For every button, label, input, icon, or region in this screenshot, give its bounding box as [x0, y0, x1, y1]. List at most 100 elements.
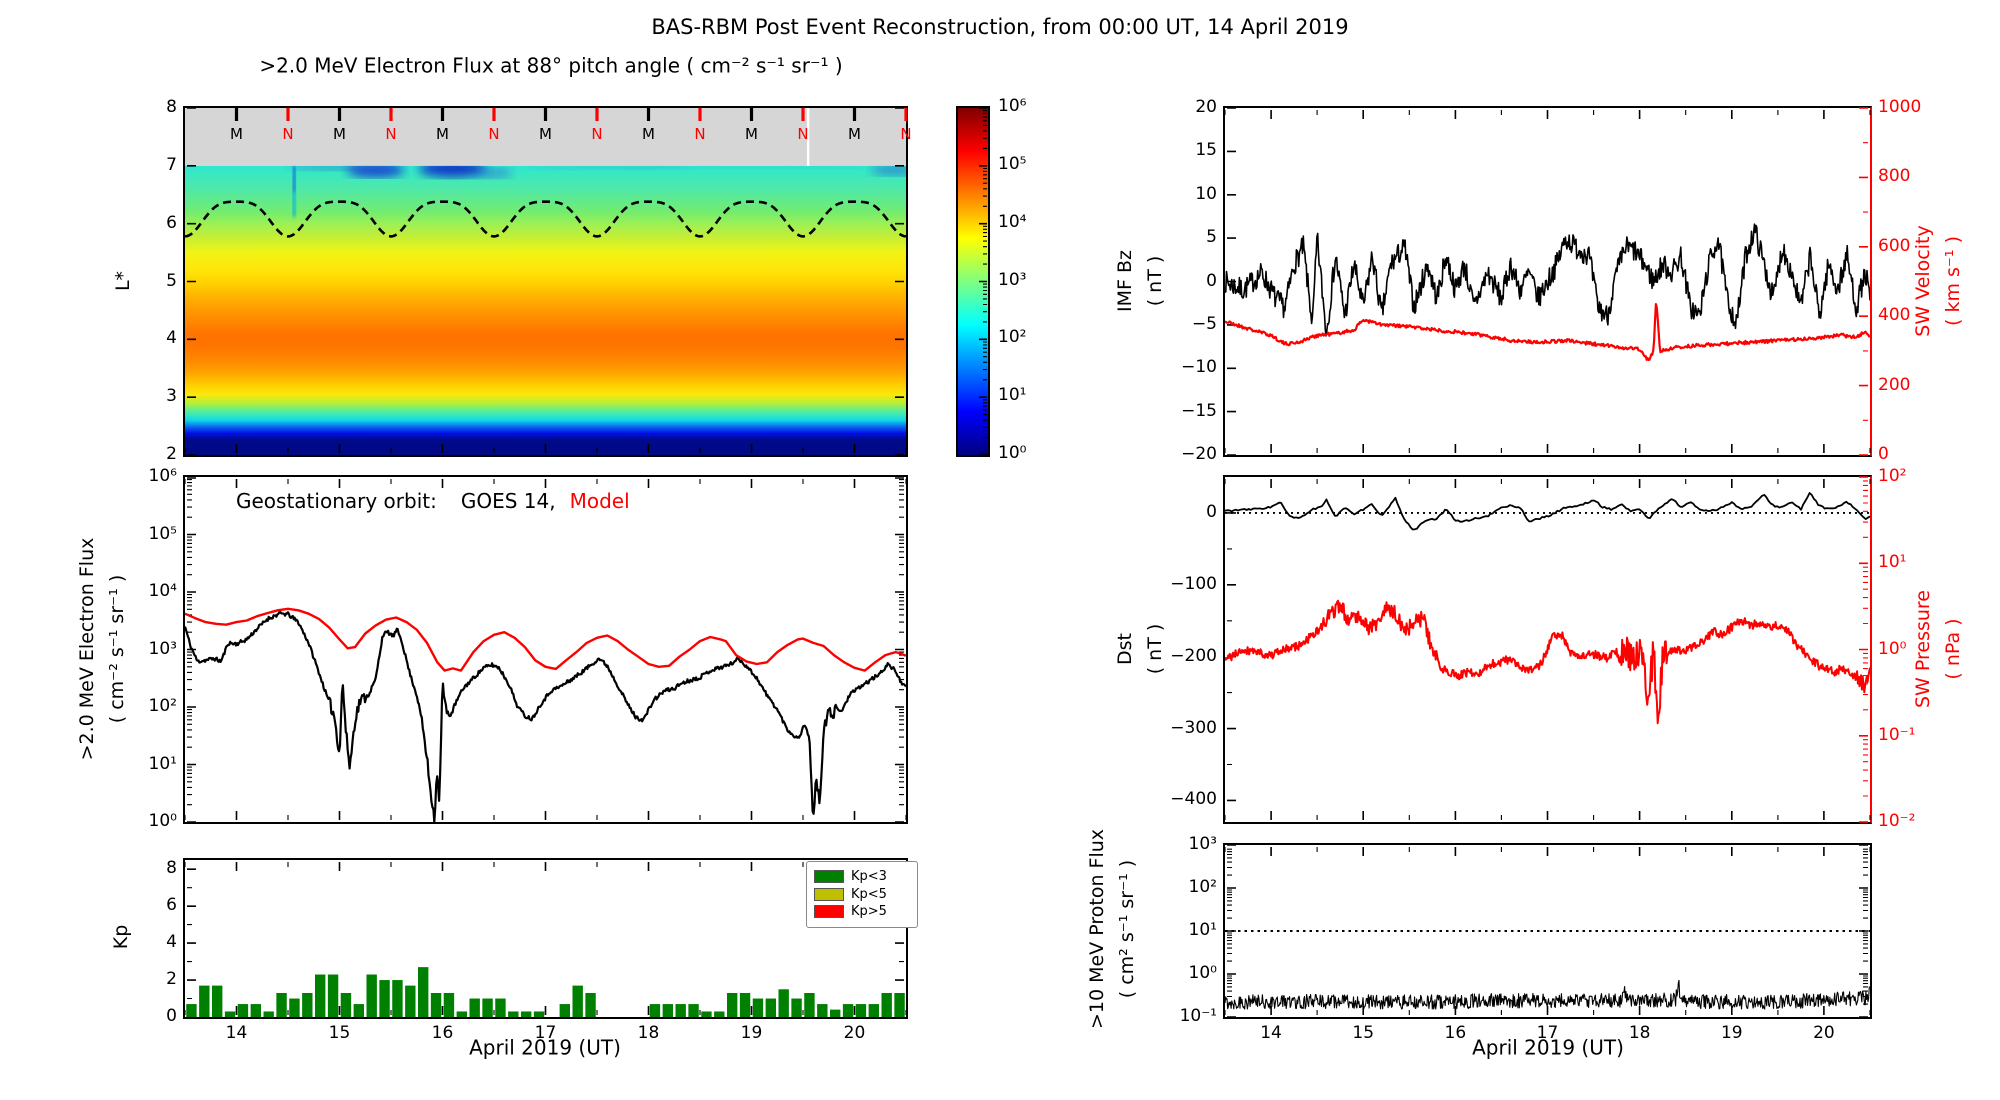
xtick-right: 17: [1536, 1023, 1559, 1043]
xtick-left: 16: [431, 1023, 454, 1043]
sw-velocity-label-line2: ( km s⁻¹ ): [1942, 236, 1965, 326]
mn-label-M: M: [848, 125, 861, 143]
xtick-right: 15: [1352, 1023, 1375, 1043]
mn-label-N: N: [282, 125, 294, 143]
proton-ytick: 10⁰: [1188, 963, 1217, 983]
colorbar-tick: 10⁵: [998, 153, 1027, 174]
proton-ytick: 10⁻¹: [1179, 1006, 1217, 1026]
xtick-left: 14: [225, 1023, 248, 1043]
annotation-model: Model: [569, 489, 630, 513]
mn-label-N: N: [694, 125, 706, 143]
xtick-right: 16: [1444, 1023, 1467, 1043]
proton-ylabel-line1: >10 MeV Proton Flux: [1086, 828, 1109, 1030]
kp-legend: Kp<3 Kp<5 Kp>5: [806, 861, 918, 928]
kp-ytick: 8: [166, 858, 177, 879]
imf-ytick: −5: [1191, 313, 1217, 334]
proton-flux-panel: [1223, 843, 1872, 1019]
xtick-left: 15: [328, 1023, 351, 1043]
kp-ytick: 2: [166, 969, 177, 990]
sw-pressure-tick: 10²: [1878, 466, 1907, 486]
flux-ytick: 10⁰: [148, 811, 177, 831]
annotation-observed: GOES 14,: [460, 489, 556, 513]
mn-label-M: M: [230, 125, 243, 143]
spectrogram-title: >2.0 MeV Electron Flux at 88° pitch angl…: [259, 53, 843, 78]
sw-pressure-tick: 10¹: [1878, 552, 1907, 573]
dst-ytick: −300: [1170, 717, 1217, 738]
dst-sw-pressure-panel: [1223, 475, 1872, 824]
imf-ytick: 5: [1206, 227, 1217, 248]
figure-title: BAS-RBM Post Event Reconstruction, from …: [651, 14, 1349, 39]
legend-label: Kp<3: [851, 869, 887, 884]
electron-flux-panel: [183, 475, 908, 824]
kp-ytick: 6: [166, 895, 177, 916]
xtick-left: 17: [534, 1023, 557, 1043]
colorbar-tick: 10⁴: [998, 211, 1027, 232]
dst-ytick: −200: [1170, 645, 1217, 666]
legend-item-kp-gt5: Kp>5: [814, 904, 910, 920]
spectrogram-heatmap: [185, 165, 906, 455]
imf-ytick: −20: [1181, 444, 1217, 464]
imf-sw-velocity-panel: [1223, 106, 1872, 457]
legend-item-kp-lt3: Kp<3: [814, 869, 910, 885]
dst-ytick: 0: [1206, 501, 1217, 522]
imf-ytick: 0: [1206, 270, 1217, 291]
xlabel-right: April 2019 (UT): [1472, 1035, 1624, 1060]
kp-ytick: 4: [166, 932, 177, 953]
spec-ytick: 7: [166, 154, 177, 175]
legend-label: Kp<5: [851, 886, 887, 902]
dst-ytick: −400: [1170, 789, 1217, 810]
xlabel-left: April 2019 (UT): [469, 1035, 621, 1060]
flux-ytick: 10²: [148, 696, 177, 716]
proton-ylabel-line2: ( cm² s⁻¹ sr⁻¹ ): [1116, 859, 1139, 999]
legend-label: Kp>5: [851, 904, 887, 920]
sw-velocity-tick: 0: [1878, 444, 1889, 464]
spec-ytick: 6: [166, 212, 177, 233]
sw-velocity-tick: 1000: [1878, 97, 1922, 117]
mn-label-N: N: [591, 125, 603, 143]
dst-ytick: −100: [1170, 573, 1217, 594]
xtick-left: 20: [843, 1023, 866, 1043]
mn-label-M: M: [333, 125, 346, 143]
xtick-right: 19: [1720, 1023, 1743, 1043]
xtick-right: 20: [1813, 1023, 1835, 1043]
flux-ytick: 10³: [148, 638, 177, 659]
spec-ytick: 5: [166, 270, 177, 291]
mn-label-M: M: [539, 125, 552, 143]
imf-ylabel-line1: IMF Bz: [1114, 250, 1137, 312]
sw-velocity-tick: 800: [1878, 166, 1911, 187]
legend-swatch-yellow: [814, 887, 844, 901]
sw-pressure-label-line1: SW Pressure: [1912, 589, 1935, 709]
mn-label-N: N: [797, 125, 809, 143]
spec-ytick: 8: [166, 97, 177, 117]
sw-velocity-tick: 200: [1878, 374, 1911, 395]
spectrogram-panel: [183, 106, 908, 457]
flux-ytick: 10⁶: [148, 466, 177, 486]
flux-ylabel-line1: >2.0 MeV Electron Flux: [76, 537, 99, 761]
xtick-right: 14: [1260, 1023, 1282, 1043]
colorbar-tick: 10⁰: [998, 443, 1027, 463]
proton-ytick: 10²: [1188, 877, 1217, 897]
annotation-prefix: Geostationary orbit:: [236, 489, 437, 513]
sw-velocity-tick: 600: [1878, 235, 1911, 256]
flux-annotation: Geostationary orbit: GOES 14, Model: [236, 489, 630, 513]
mn-label-N: N: [900, 125, 912, 143]
spec-ytick: 3: [166, 386, 177, 407]
sw-pressure-label-line2: ( nPa ): [1942, 618, 1965, 680]
sw-velocity-label-line1: SW Velocity: [1912, 225, 1935, 337]
sw-pressure-tick: 10⁻²: [1878, 811, 1916, 831]
sw-velocity-tick: 400: [1878, 305, 1911, 326]
mn-label-N: N: [488, 125, 500, 143]
flux-ytick: 10¹: [148, 753, 177, 774]
sw-pressure-tick: 10⁻¹: [1878, 724, 1916, 745]
colorbar-tick: 10¹: [998, 385, 1027, 406]
imf-ytick: −10: [1181, 357, 1217, 378]
legend-item-kp-lt5: Kp<5: [814, 887, 910, 903]
colorbar-tick: 10⁶: [998, 96, 1027, 116]
mn-label-N: N: [385, 125, 397, 143]
spec-ytick: 4: [166, 328, 177, 349]
colorbar: [956, 106, 990, 457]
kp-ytick: 0: [166, 1006, 177, 1026]
proton-ytick: 10¹: [1188, 920, 1217, 940]
dst-ylabel-line1: Dst: [1114, 633, 1137, 665]
xtick-left: 18: [637, 1023, 660, 1043]
